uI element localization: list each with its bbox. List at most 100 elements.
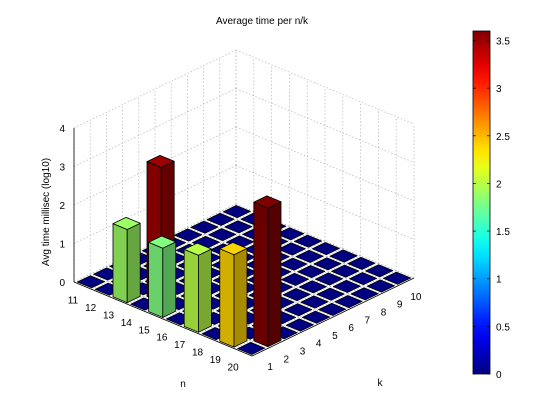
bar-tile (347, 256, 376, 270)
bar-top-face (300, 295, 329, 309)
bar (148, 235, 177, 318)
z-tick-label: 0 (59, 278, 65, 289)
bar-top-face (314, 272, 344, 286)
bar-top-face (329, 249, 358, 263)
bar (183, 242, 212, 333)
bar-tile (77, 275, 105, 289)
bar-tile (174, 228, 203, 242)
bar-top-face (331, 264, 360, 278)
bar-tile (237, 341, 266, 355)
bar-tile (224, 220, 253, 234)
bar-side-face (162, 241, 177, 318)
x-tick-label: 19 (210, 355, 222, 366)
bar-top-face (284, 303, 313, 317)
bar-tile (295, 249, 324, 263)
bar-top-face (280, 272, 310, 286)
bar-tile (318, 302, 347, 316)
bar-top-face (297, 265, 326, 279)
bar-top-face (348, 272, 378, 286)
bar-top-face (276, 227, 305, 241)
bar-tile (280, 272, 310, 286)
bar-top-face (77, 275, 105, 289)
y-axis-label: k (378, 378, 384, 389)
colorbar-tick-label: 1 (496, 275, 502, 286)
y-tick-label: 7 (365, 315, 371, 326)
bar-top-face (301, 310, 331, 324)
bar-front-face (148, 241, 164, 318)
z-axis-label: Avg time millisec (log10) (41, 158, 52, 266)
x-axis-line (73, 281, 253, 357)
y-tick-label: 3 (300, 347, 306, 358)
bar-tile (279, 257, 308, 271)
bar-tile (300, 295, 329, 309)
bar-top-face (313, 257, 342, 271)
bar-top-face (295, 249, 324, 263)
bar-tile (366, 279, 395, 293)
bar-top-face (222, 205, 251, 219)
bar-tile (365, 264, 394, 278)
bar-top-face (277, 242, 306, 256)
x-tick-label: 13 (103, 311, 115, 322)
bar-front-face (219, 248, 235, 348)
bar-top-face (311, 242, 340, 256)
bar-tile (282, 288, 311, 302)
colorbar-scale (472, 30, 491, 375)
bar-tile (298, 280, 327, 294)
bar-tile (350, 287, 379, 301)
bar-top-face (285, 318, 314, 332)
bar (219, 242, 248, 348)
x-tick-label: 16 (156, 333, 168, 344)
bar-top-face (347, 256, 376, 270)
bar-tile (334, 295, 363, 309)
bar-top-face (174, 228, 203, 242)
x-tick-label: 17 (174, 340, 186, 351)
bar-tile (277, 242, 306, 256)
colorbar-tick-label: 1.5 (496, 227, 510, 238)
bar-tile (222, 205, 251, 219)
bar-tile (276, 227, 305, 241)
bar-tile (190, 220, 219, 234)
bar-top-face (208, 228, 237, 242)
grid-line (187, 227, 366, 302)
y-tick-label: 5 (332, 331, 338, 342)
bar-tile (284, 303, 313, 317)
colorbar-tick-label: 2 (496, 179, 502, 190)
y-tick-label: 2 (284, 354, 290, 365)
bar-top-face (190, 220, 219, 234)
bar-top-face (148, 235, 177, 249)
bar-tile (332, 279, 361, 293)
bar-tile (382, 271, 412, 285)
bar-top-face (334, 295, 363, 309)
bar-tile (313, 257, 342, 271)
bar-side-face (197, 248, 212, 333)
bar-top-face (237, 341, 266, 355)
bar-tile (301, 310, 331, 324)
bar-front-face (253, 201, 269, 348)
bar-top-face (293, 234, 323, 248)
grid-line (235, 126, 415, 202)
bar-tile (293, 234, 323, 248)
chart-title: Average time per n/k (216, 16, 309, 27)
grid-line (219, 211, 398, 287)
bar-top-face (219, 242, 248, 256)
grid-line (203, 219, 382, 294)
z-tick-label: 2 (59, 201, 65, 212)
colorbar-tick-label: 2.5 (496, 132, 510, 143)
y-tick-label: 1 (267, 362, 273, 373)
bar-top-face (366, 279, 395, 293)
bar-top-face (183, 242, 212, 256)
y-tick-label: 4 (316, 339, 322, 350)
x-tick-label: 14 (121, 318, 133, 329)
bar-tile (316, 287, 345, 301)
y-tick-label: 6 (348, 323, 354, 334)
bar (253, 195, 282, 348)
bar-top-face (282, 288, 311, 302)
bar-side-face (126, 222, 141, 304)
x-tick-label: 20 (228, 362, 240, 373)
bar-tile (208, 228, 237, 242)
bar (112, 216, 141, 304)
z-tick-label: 4 (59, 124, 65, 135)
bar-tile (297, 265, 326, 279)
y-tick-label: 9 (397, 300, 403, 311)
